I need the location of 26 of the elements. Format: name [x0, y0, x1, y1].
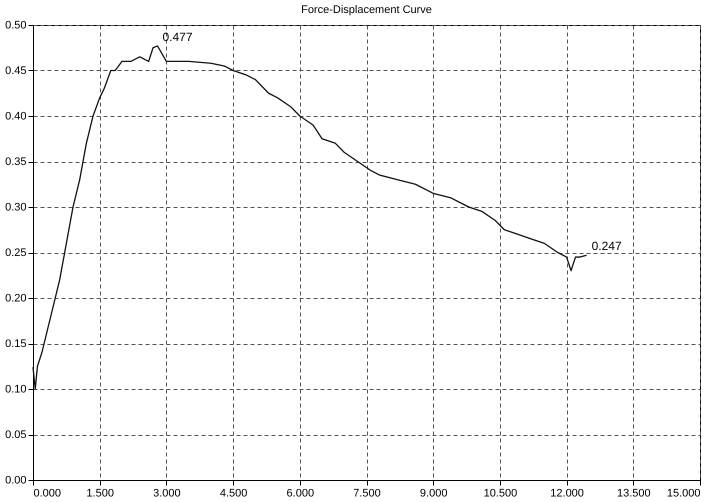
chart-title: Force-Displacement Curve — [301, 4, 432, 16]
y-tick-label: 0.30 — [5, 202, 26, 214]
x-tick-label: 15.000 — [666, 488, 700, 500]
line-series — [32, 45, 588, 390]
y-tick-label: 0.45 — [5, 65, 26, 77]
y-tick-label: 0.50 — [5, 20, 26, 32]
y-tick-label: 0.00 — [5, 474, 26, 486]
annotation: 0.247 — [592, 239, 622, 254]
y-tick-label: 0.35 — [5, 156, 26, 168]
x-tick-label: 0.000 — [34, 488, 62, 500]
y-tick-label: 0.05 — [5, 429, 26, 441]
annotation: 0.477 — [162, 30, 193, 44]
y-tick-label: 0.40 — [5, 110, 26, 122]
y-tick-label: 0.15 — [5, 338, 26, 350]
y-tick-label: 0.20 — [5, 292, 26, 304]
x-tick-label: 10.500 — [484, 488, 518, 500]
y-tick-label: 0.25 — [5, 247, 26, 259]
x-tick-label: 6.000 — [286, 488, 314, 500]
y-tick-label: 0.10 — [5, 384, 26, 396]
x-tick-label: 13.500 — [616, 488, 651, 500]
x-tick-label: 7.500 — [353, 488, 381, 500]
x-tick-label: 4.500 — [220, 488, 248, 500]
x-tick-label: 9.000 — [420, 488, 448, 500]
x-tick-label: 12.000 — [550, 488, 584, 500]
x-tick-label: 3.000 — [153, 488, 181, 500]
x-tick-label: 1.500 — [86, 488, 114, 500]
